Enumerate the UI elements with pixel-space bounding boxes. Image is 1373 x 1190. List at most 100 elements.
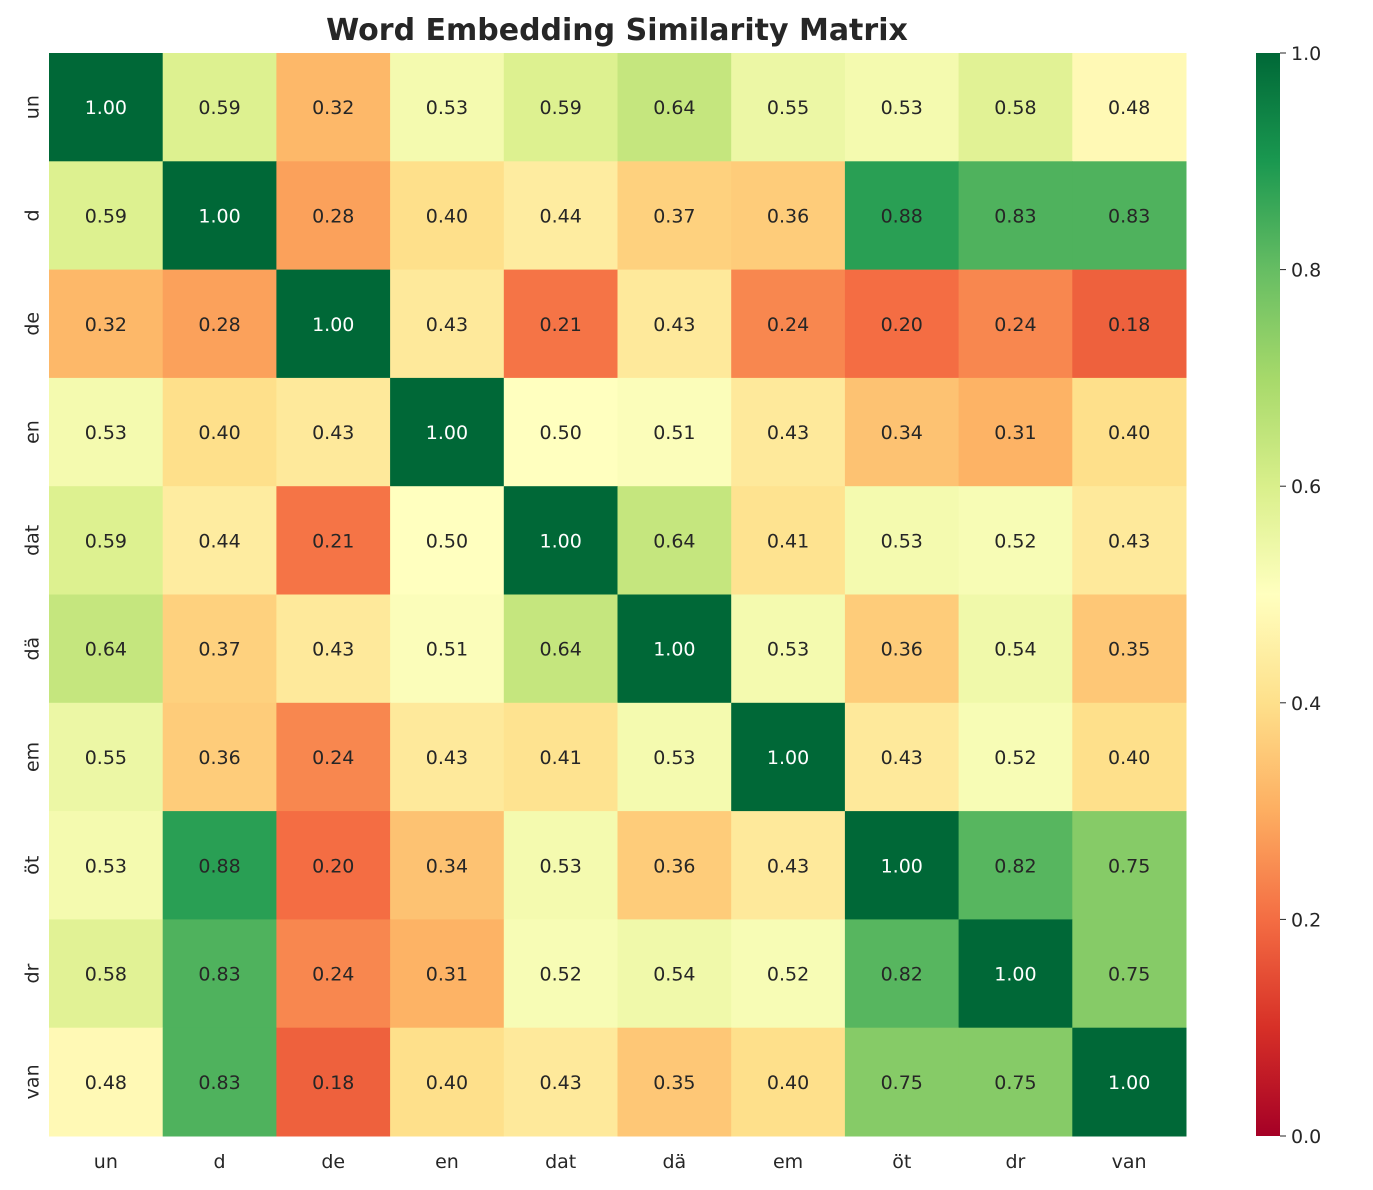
cell-value-label: 0.54	[994, 639, 1036, 661]
cell-value-label: 0.82	[881, 964, 923, 986]
heatmap-cell	[731, 269, 846, 379]
cell-value-label: 0.18	[1108, 314, 1150, 336]
heatmap-cell	[731, 53, 846, 162]
x-tick-label: de	[321, 1151, 345, 1173]
cell-value-label: 0.58	[85, 964, 127, 986]
x-tick-label: van	[1112, 1151, 1147, 1173]
cell-value-label: 0.83	[1108, 205, 1150, 227]
cell-value-label: 0.55	[767, 97, 809, 119]
heatmap-cell	[49, 161, 164, 271]
cell-value-label: 0.43	[1108, 530, 1150, 552]
heatmap-cell	[958, 594, 1073, 704]
heatmap-cell	[276, 594, 391, 704]
heatmap-cell	[162, 161, 277, 271]
heatmap-cell	[276, 702, 391, 812]
y-tick-label: dä	[22, 637, 44, 661]
heatmap-cell	[958, 811, 1073, 920]
heatmap-cell	[390, 702, 505, 812]
cell-value-label: 0.36	[198, 747, 240, 769]
cell-value-label: 0.83	[994, 205, 1036, 227]
heatmap-cell	[49, 269, 164, 379]
heatmap-cell	[49, 486, 164, 595]
y-tick-label: dat	[22, 525, 44, 556]
cell-value-label: 0.43	[426, 314, 468, 336]
cell-value-label: 0.34	[426, 855, 468, 877]
cell-value-label: 0.44	[198, 530, 240, 552]
heatmap-cell	[958, 269, 1073, 379]
cell-value-label: 0.75	[994, 1072, 1036, 1094]
cell-value-label: 0.53	[653, 747, 695, 769]
cell-value-label: 0.48	[1108, 97, 1150, 119]
heatmap-cell	[162, 594, 277, 704]
heatmap-cell	[276, 53, 391, 162]
heatmap-cell	[844, 811, 960, 920]
heatmap-cell	[162, 702, 277, 812]
cell-value-label: 0.43	[539, 1072, 581, 1094]
heatmap-cell	[503, 269, 618, 379]
heatmap-cell	[276, 161, 391, 271]
cell-value-label: 0.43	[881, 747, 923, 769]
heatmap-cell	[958, 1027, 1073, 1137]
cell-value-label: 0.43	[312, 639, 354, 661]
y-tick-label: em	[22, 742, 44, 772]
cell-value-label: 1.00	[426, 422, 468, 444]
cell-value-label: 0.58	[994, 97, 1036, 119]
cell-value-label: 0.59	[198, 97, 240, 119]
heatmap-cell	[844, 161, 960, 271]
heatmap-cell	[276, 1027, 391, 1137]
heatmap-cell	[162, 919, 277, 1029]
heatmap-cell	[1072, 919, 1187, 1029]
colorbar-tick-label: 0.2	[1291, 909, 1321, 931]
cell-value-label: 0.36	[881, 639, 923, 661]
heatmap-cell	[1072, 486, 1187, 595]
heatmap-cell	[49, 1027, 164, 1137]
cell-value-label: 0.28	[312, 205, 354, 227]
cell-value-label: 0.40	[767, 1072, 809, 1094]
heatmap-cell	[1072, 702, 1187, 812]
x-tick-label: dr	[1006, 1151, 1026, 1173]
cell-value-label: 0.21	[312, 530, 354, 552]
heatmap-cell	[617, 161, 732, 271]
heatmap-cell	[844, 919, 960, 1029]
cell-value-label: 1.00	[1108, 1072, 1150, 1094]
colorbar-tick-label: 1.0	[1291, 43, 1321, 65]
heatmap-cell	[162, 486, 277, 595]
cell-value-label: 0.43	[767, 422, 809, 444]
cell-value-label: 1.00	[312, 314, 354, 336]
heatmap-cell	[276, 269, 391, 379]
cell-value-label: 0.32	[85, 314, 127, 336]
heatmap-cell	[844, 594, 960, 704]
heatmap-cell	[1072, 594, 1187, 704]
cell-value-label: 0.24	[312, 747, 354, 769]
cell-value-label: 0.64	[85, 639, 127, 661]
heatmap-cell	[390, 269, 505, 379]
cell-value-label: 0.52	[539, 964, 581, 986]
colorbar-ticks: 0.0 0.2 0.4 0.6 0.8 1.0	[1280, 43, 1321, 1148]
colorbar-tick-label: 0.4	[1291, 693, 1321, 715]
heatmap-cell	[162, 53, 277, 162]
heatmap-cell	[617, 702, 732, 812]
heatmap-cell	[617, 53, 732, 162]
cell-value-label: 0.53	[426, 97, 468, 119]
heatmap-cell	[1072, 53, 1187, 162]
cell-value-label: 1.00	[767, 747, 809, 769]
heatmap-cell	[844, 486, 960, 595]
heatmap-cell	[49, 594, 164, 704]
cell-value-label: 0.59	[85, 205, 127, 227]
heatmap-cell	[390, 377, 505, 487]
y-tick-label: de	[22, 312, 44, 336]
cell-value-label: 0.43	[653, 314, 695, 336]
cell-value-label: 0.36	[653, 855, 695, 877]
x-tick-label: dat	[545, 1151, 576, 1173]
cell-value-label: 0.43	[312, 422, 354, 444]
cell-value-label: 0.20	[881, 314, 923, 336]
heatmap-cell	[958, 486, 1073, 595]
heatmap-cell	[958, 919, 1073, 1029]
cell-value-label: 0.53	[539, 855, 581, 877]
cell-value-label: 0.52	[994, 530, 1036, 552]
heatmap-cell	[503, 1027, 618, 1137]
y-tick-label: dr	[22, 963, 44, 983]
x-tick-label: en	[435, 1151, 459, 1173]
cell-value-label: 0.24	[767, 314, 809, 336]
cell-value-label: 0.75	[881, 1072, 923, 1094]
